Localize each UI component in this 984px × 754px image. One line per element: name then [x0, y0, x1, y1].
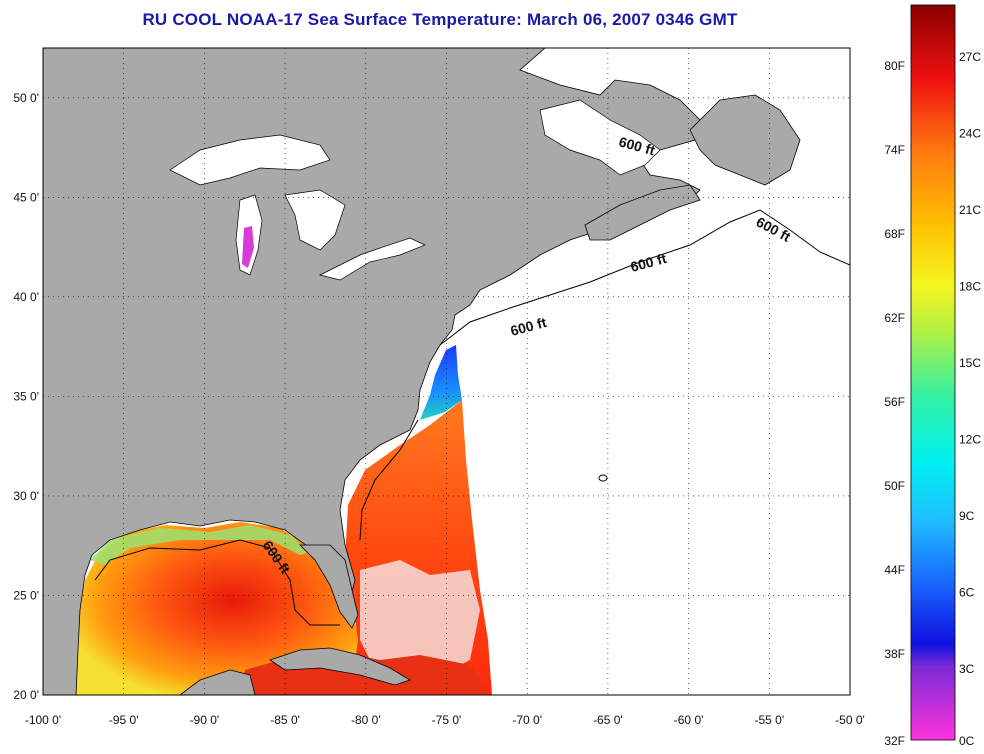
longitude-tick-label: -60 0': [674, 713, 704, 727]
latitude-tick-label: 40 0': [13, 290, 39, 304]
latitude-ticks: 20 0' 25 0' 30 0' 35 0' 40 0' 45 0' 50 0': [13, 91, 39, 702]
longitude-tick-label: -85 0': [270, 713, 300, 727]
colorbar-celsius-label: 18C: [959, 280, 981, 294]
map-frame: [42, 47, 851, 696]
lake-huron: [284, 189, 346, 251]
longitude-tick-label: -75 0': [432, 713, 462, 727]
longitude-tick-label: -80 0': [351, 713, 381, 727]
sst-cloud-speckle: [360, 560, 480, 680]
lake-michigan-sst-patch: [242, 226, 254, 268]
colorbar-fahrenheit-label: 74F: [884, 143, 905, 157]
colorbar-fahrenheit-label: 32F: [884, 734, 905, 748]
colorbar-celsius-labels: 27C 24C 21C 18C 15C 12C 9C 6C 3C 0C: [959, 50, 981, 748]
cuba: [269, 647, 411, 686]
lake-erie-ontario: [318, 237, 426, 281]
newfoundland: [689, 94, 801, 186]
colorbar-celsius-label: 21C: [959, 203, 981, 217]
colorbar-celsius-label: 15C: [959, 356, 981, 370]
map-title: RU COOL NOAA-17 Sea Surface Temperature:…: [142, 10, 738, 29]
colorbar-fahrenheit-labels: 80F 74F 68F 62F 56F 50F 44F 38F 32F: [884, 59, 905, 748]
latitude-tick-label: 25 0': [13, 588, 39, 602]
sst-gulf-of-mexico: [75, 522, 362, 695]
colorbar-fahrenheit-label: 56F: [884, 395, 905, 409]
longitude-tick-label: -90 0': [190, 713, 220, 727]
sst-gulf-coastal-cool: [90, 525, 310, 565]
yucatan: [179, 669, 256, 695]
colorbar-celsius-label: 6C: [959, 586, 975, 600]
isobath-600ft-atlantic: [359, 419, 419, 541]
florida-peninsula: [299, 544, 359, 629]
longitude-tick-label: -70 0': [512, 713, 542, 727]
colorbar-celsius-label: 27C: [959, 50, 981, 64]
sst-mid-atlantic-bight: [420, 345, 462, 420]
colorbar-celsius-label: 0C: [959, 734, 975, 748]
lake-superior: [169, 134, 331, 186]
colorbar-fahrenheit-label: 62F: [884, 311, 905, 325]
longitude-tick-label: -100 0': [25, 713, 61, 727]
colorbar-fahrenheit-label: 44F: [884, 563, 905, 577]
latitude-tick-label: 20 0': [13, 688, 39, 702]
colorbar-celsius-label: 3C: [959, 662, 975, 676]
colorbar-fahrenheit-label: 68F: [884, 227, 905, 241]
longitude-tick-label: -55 0': [754, 713, 784, 727]
colorbar-celsius-label: 9C: [959, 509, 975, 523]
colorbar-celsius-label: 12C: [959, 433, 981, 447]
latitude-tick-label: 30 0': [13, 489, 39, 503]
latitude-tick-label: 35 0': [13, 389, 39, 403]
longitude-ticks: -100 0' -95 0' -90 0' -85 0' -80 0' -75 0' -70…: [25, 713, 865, 727]
latitude-tick-label: 50 0': [13, 91, 39, 105]
bermuda: [598, 474, 608, 482]
colorbar: [910, 4, 956, 741]
colorbar-fahrenheit-label: 80F: [884, 59, 905, 73]
latitude-tick-label: 45 0': [13, 190, 39, 204]
gulf-of-st-lawrence: [539, 99, 661, 176]
colorbar-fahrenheit-label: 50F: [884, 479, 905, 493]
longitude-tick-label: -50 0': [835, 713, 865, 727]
colorbar-celsius-label: 24C: [959, 127, 981, 141]
isobath-600ft-gulf: [94, 539, 340, 626]
longitude-tick-label: -65 0': [593, 713, 623, 727]
isobath-600ft-northeast: [439, 209, 850, 346]
colorbar-fahrenheit-label: 38F: [884, 647, 905, 661]
nova-scotia: [584, 184, 701, 241]
longitude-tick-label: -95 0': [109, 713, 139, 727]
